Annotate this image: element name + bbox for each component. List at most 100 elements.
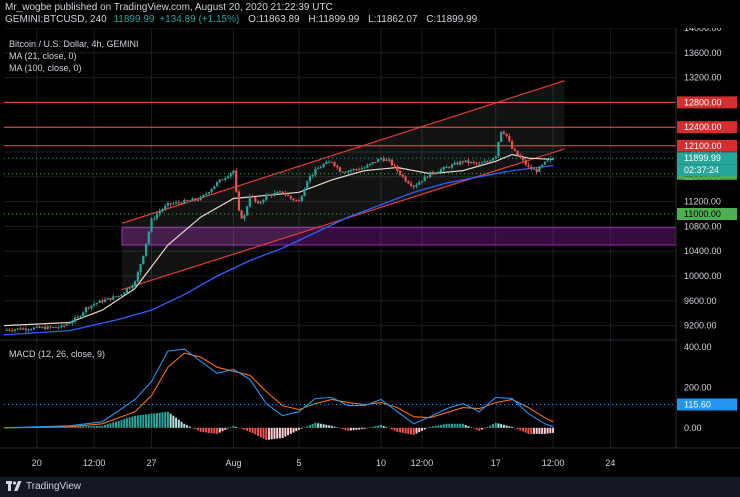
candle-body [13,329,17,331]
candle-body [43,326,47,330]
candle-body [169,203,172,205]
candle-body [120,294,123,296]
candle-body [68,323,71,325]
candle-body [57,327,60,329]
candle-body [371,161,374,164]
macd-hist-bar [431,426,434,428]
macd-hist-bar [196,427,199,431]
macd-hist-bar [221,427,224,432]
candle-body [180,202,183,204]
tradingview-icon [6,481,22,491]
macd-hist-bar [328,425,331,428]
candle-body [164,205,167,210]
macd-hist-bar [379,424,382,428]
price-tick-label: 14000.00 [684,28,722,33]
candle-body [22,328,25,330]
macd-hist-bar [142,414,145,428]
candle-body [535,168,538,172]
candle-body [327,161,331,163]
candle-body [431,171,434,174]
macd-hist-bar [98,425,101,428]
macd-hist-bar [82,426,85,428]
candle-body [467,160,470,163]
candle-body [366,164,369,168]
macd-last-badge: 115.60 [684,399,711,409]
candle-body [418,182,421,185]
candle-body [243,215,246,219]
candle-body [95,302,98,305]
candle-body [459,161,462,165]
candle-body [273,192,276,196]
macd-hist-bar [532,427,535,434]
time-tick-label: 10 [376,458,386,468]
macd-hist-bar [339,427,341,429]
tradingview-logo[interactable]: TradingView [6,481,81,492]
candle-body [472,161,475,163]
macd-hist-bar [125,418,128,428]
candle-body [358,169,361,171]
candle-body [38,326,41,328]
candle-body [71,321,74,324]
macd-hist-bar [257,427,260,436]
candle-body [483,161,486,163]
candle-body [300,196,303,202]
candle-body [401,174,404,177]
candle-body [368,163,372,165]
candle-body [123,292,126,295]
candle-body [475,162,478,164]
candle-body [549,158,552,161]
candle-body [292,198,295,201]
candle-body [317,168,320,170]
macd-hist-bar [423,427,426,430]
candle-body [344,171,347,173]
open-value: 11863.89 [258,14,300,25]
macd-hist-bar [513,427,516,429]
macd-hist-bar [161,412,164,428]
candle-body [445,166,448,168]
macd-hist-bar [76,426,79,428]
macd-hist-bar [213,427,216,434]
candle-body [426,176,429,178]
candle-body [174,202,178,204]
candle-body [521,157,525,161]
candle-body [281,191,284,194]
macd-hist-bar [71,426,74,428]
candle-body [390,159,394,166]
candle-body [46,326,49,330]
candle-body [262,199,265,203]
macd-hist-bar [155,413,158,428]
candle-body [330,161,333,163]
candle-body [207,192,210,194]
macd-hist-bar [227,427,229,429]
macd-hist-bar [284,427,287,437]
candle-body [393,165,396,167]
price-tick-label: 10000.00 [684,271,722,281]
high-value: 11899.99 [318,14,360,25]
candle-body [103,299,107,302]
macd-hist-bar [101,425,104,428]
candle-body [5,329,8,331]
macd-hist-bar [546,427,549,434]
level-badge-11899.99-bg [677,152,737,165]
candle-body [254,197,257,202]
candle-body [136,272,139,282]
time-tick-label: 5 [297,458,302,468]
macd-hist-bar [483,427,486,429]
price-tick-label: 9600.00 [684,296,717,306]
price-chart[interactable]: 14000.00 13600.00 13200.00 12800.00 12400.00… [0,28,740,477]
macd-hist-bar [194,427,197,430]
macd-hist-bar [500,424,503,428]
macd-hist-bar [292,427,295,433]
macd-hist-bar [524,427,527,433]
macd-hist-bar [451,423,453,428]
macd-hist-bar [145,414,148,428]
macd-hist-bar [407,427,410,434]
macd-hist-bar [497,423,500,428]
macd-hist-bar [199,427,202,432]
candle-body [73,317,77,322]
candle-body [35,326,38,328]
macd-hist-bar [93,426,96,428]
macd-hist-bar [516,427,519,430]
candle-body [161,209,164,212]
last-price: 11899.99 [113,14,155,25]
